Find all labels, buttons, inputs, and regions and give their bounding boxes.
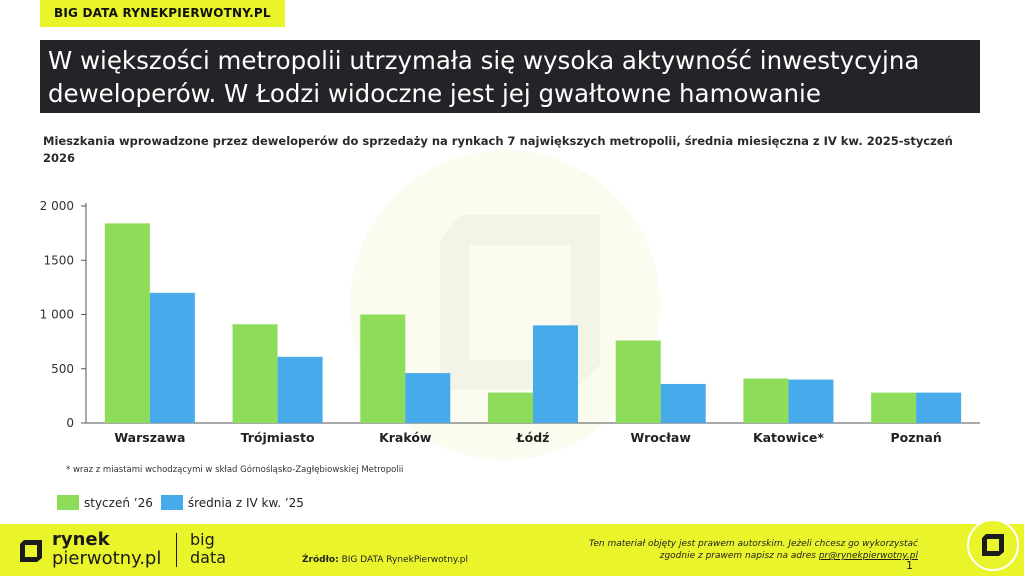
logo-text-big: big — [190, 530, 215, 549]
page-title-line-1: W większości metropolii utrzymała się wy… — [48, 46, 920, 75]
bar — [660, 383, 706, 423]
footer-bar: rynek pierwotny.pl big data Źródło: BIG … — [0, 524, 1024, 576]
y-tick-label: 1 000 — [40, 308, 74, 322]
legend-item-srednia: średnia z IV kw. ’25 — [160, 495, 304, 510]
corner-logo-icon — [982, 534, 1004, 556]
bar — [743, 378, 789, 423]
title-band: W większości metropolii utrzymała się wy… — [40, 40, 980, 113]
page-number: 1 — [906, 559, 913, 572]
footnote: * wraz z miastami wchodzącymi w skład Gó… — [66, 465, 404, 475]
y-tick-label: 0 — [66, 416, 74, 430]
page-title-line-2: deweloperów. W Łodzi widoczne jest jej g… — [48, 79, 821, 108]
bar-chart: 0 500 1 000 1500 2 000 Warszawa Trójmiasto Krak… — [40, 199, 980, 445]
bar — [277, 356, 323, 423]
logo-text-data: data — [190, 548, 227, 567]
copyright-line-2: zgodnie z prawem napisz na adres — [659, 551, 819, 561]
logo-text-pierwotny: pierwotny.pl — [52, 548, 162, 569]
bar — [871, 392, 917, 423]
copyright-note: Ten materiał objęty jest prawem autorski… — [520, 538, 918, 562]
bar — [405, 373, 451, 423]
bar — [104, 223, 150, 423]
x-category-label: Poznań — [891, 430, 942, 445]
legend-label-srednia: średnia z IV kw. ’25 — [187, 495, 304, 510]
bar — [533, 325, 578, 423]
copyright-line-1: Ten materiał objęty jest prawem autorski… — [588, 539, 918, 549]
legend-swatch-green — [57, 495, 79, 510]
watermark-logo-icon — [440, 215, 600, 390]
contact-email-link[interactable]: pr@rynekpierwotny.pl — [818, 551, 918, 561]
bar — [788, 379, 834, 423]
logo-divider — [176, 533, 177, 567]
x-category-label: Katowice* — [753, 430, 824, 445]
legend-item-styczen: styczeń ’26 — [57, 495, 153, 510]
bar — [149, 292, 195, 423]
source-text: BIG DATA RynekPierwotny.pl — [338, 555, 469, 565]
x-category-label: Kraków — [379, 430, 432, 445]
x-category-label: Łódź — [516, 430, 550, 445]
y-tick-label: 500 — [51, 362, 74, 376]
bar — [916, 392, 962, 423]
x-category-label: Wrocław — [631, 430, 692, 445]
bar — [360, 314, 406, 423]
legend-swatch-blue — [160, 495, 183, 510]
corner-logo-badge — [967, 519, 1019, 571]
legend: styczeń ’26 średnia z IV kw. ’25 — [57, 495, 312, 510]
source-label: Źródło: — [302, 555, 339, 565]
bar — [232, 324, 278, 423]
y-tick-label: 1500 — [43, 253, 74, 267]
bar — [488, 392, 533, 423]
brand-tag: BIG DATA RYNEKPIERWOTNY.PL — [40, 0, 285, 27]
rynekpierwotny-logo-icon — [20, 540, 42, 562]
chart-subtitle: Mieszkania wprowadzone przez deweloperów… — [43, 134, 953, 165]
x-category-label: Trójmiasto — [241, 430, 315, 445]
bar — [615, 340, 661, 423]
source-note: Źródło: BIG DATA RynekPierwotny.pl — [302, 555, 468, 565]
logo-text-rynek: rynek — [52, 529, 110, 550]
x-category-label: Warszawa — [114, 430, 185, 445]
legend-label-styczen: styczeń ’26 — [84, 495, 153, 510]
y-tick-label: 2 000 — [40, 199, 74, 213]
